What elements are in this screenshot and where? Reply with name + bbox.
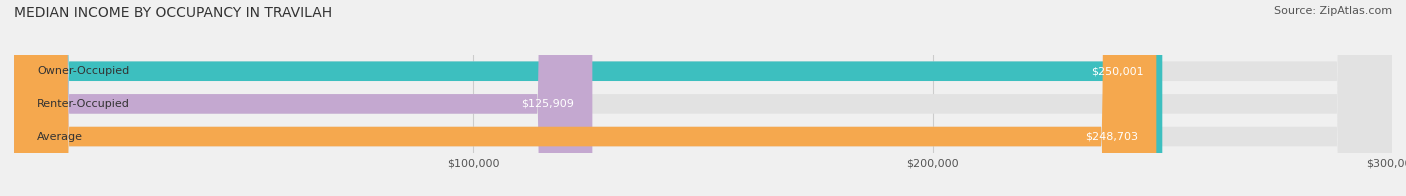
- FancyBboxPatch shape: [14, 0, 1163, 196]
- Text: Source: ZipAtlas.com: Source: ZipAtlas.com: [1274, 6, 1392, 16]
- Text: Owner-Occupied: Owner-Occupied: [37, 66, 129, 76]
- FancyBboxPatch shape: [14, 0, 1392, 196]
- Text: Renter-Occupied: Renter-Occupied: [37, 99, 129, 109]
- Text: MEDIAN INCOME BY OCCUPANCY IN TRAVILAH: MEDIAN INCOME BY OCCUPANCY IN TRAVILAH: [14, 6, 332, 20]
- FancyBboxPatch shape: [14, 0, 1392, 196]
- Text: Average: Average: [37, 132, 83, 142]
- FancyBboxPatch shape: [14, 0, 592, 196]
- FancyBboxPatch shape: [14, 0, 1156, 196]
- Text: $125,909: $125,909: [522, 99, 574, 109]
- Text: $250,001: $250,001: [1091, 66, 1144, 76]
- FancyBboxPatch shape: [14, 0, 1392, 196]
- Text: $248,703: $248,703: [1085, 132, 1137, 142]
